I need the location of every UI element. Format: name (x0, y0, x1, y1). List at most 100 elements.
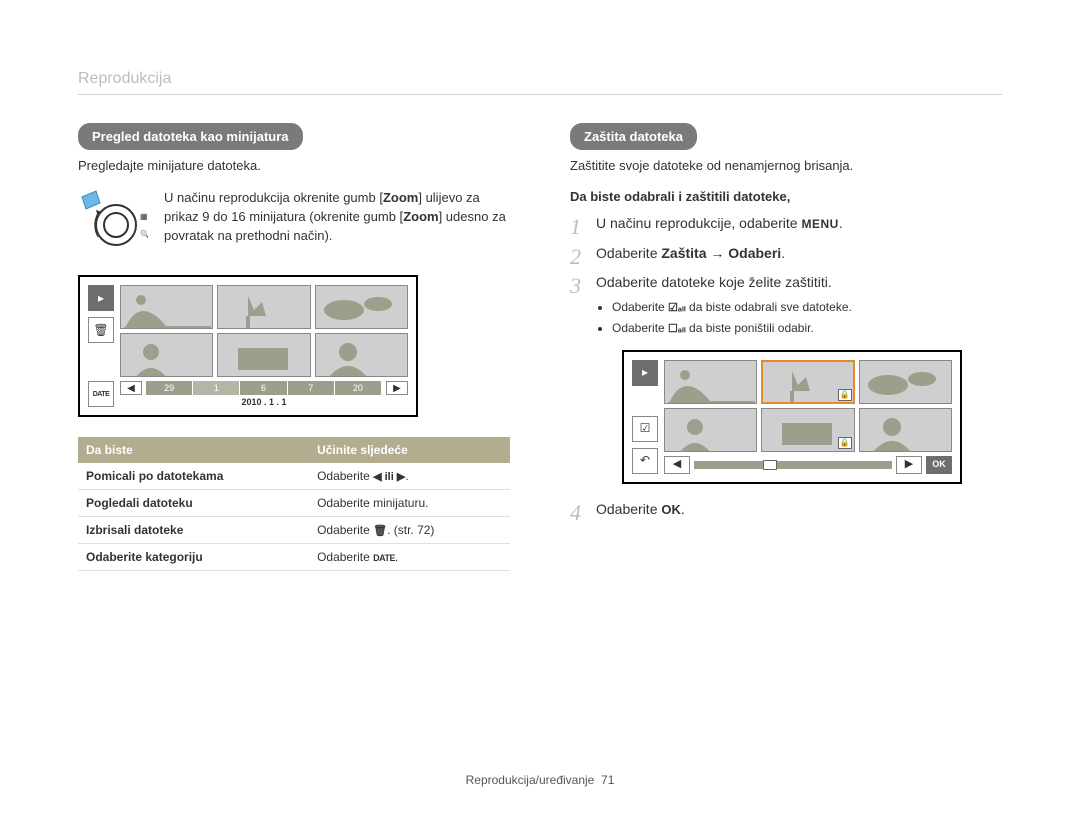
step-text: Odaberite (596, 245, 661, 261)
step-4: Odaberite OK. (570, 500, 1002, 520)
thumbnail-cell[interactable] (120, 285, 213, 329)
step-text: . (681, 501, 685, 517)
table-row: Izbrisali datoteke Odaberite 🗑. (str. 72… (78, 517, 510, 544)
section-pill-thumbnails: Pregled datoteka kao minijatura (78, 123, 303, 150)
table-cell-do: Odaberite 🗑. (str. 72) (309, 517, 510, 544)
selected-date: 2010 . 1 . 1 (120, 397, 408, 407)
cell-text: Odaberite (317, 523, 373, 537)
prev-arrow-icon[interactable]: ◀ (120, 381, 142, 395)
thumbnail-cell[interactable] (315, 333, 408, 377)
bullet-text: da biste poništili odabir. (686, 321, 814, 335)
thumbnail-cell[interactable] (315, 285, 408, 329)
cell-text: Odaberite (317, 469, 373, 483)
page-footer: Reprodukcija/uređivanje 71 (0, 773, 1080, 787)
svg-text:▦: ▦ (140, 212, 148, 221)
zoom-instruction-text: U načinu reprodukcija okrenite gumb [Zoo… (164, 189, 510, 246)
step-3-bullets: Odaberite ☑ₐₗₗ da biste odabrali sve dat… (612, 299, 1002, 338)
instruction-table: Da biste Učinite sljedeće Pomicali po da… (78, 437, 510, 571)
bullet-text: Odaberite (612, 321, 668, 335)
cell-text: . (395, 550, 398, 564)
arrow-icons: ◀ ili ▶ (373, 470, 405, 483)
page-header: Reprodukcija (78, 70, 1002, 95)
thumbnail-grid (120, 285, 408, 377)
date-segment[interactable]: 29 (146, 381, 193, 395)
check-all-icon[interactable]: ☑ (632, 416, 658, 442)
scroll-indicator (763, 460, 777, 470)
step-1: U načinu reprodukcije, odaberite MENU. (570, 214, 1002, 234)
protect-sidebar: ▸ ☑ ↶ (632, 360, 658, 474)
table-cell-do: Odaberite ◀ ili ▶. (309, 463, 510, 490)
lock-badge-icon: 🔒 (838, 389, 852, 401)
thumbnail-cell[interactable] (217, 333, 310, 377)
content-columns: Pregled datoteka kao minijatura Pregleda… (78, 123, 1002, 571)
step-text: Odaberite datoteke koje želite zaštititi… (596, 274, 832, 290)
date-segment[interactable]: 6 (240, 381, 287, 395)
zoom-dial-icon: ▦ 🔍 (78, 189, 148, 253)
prev-arrow-icon[interactable]: ◀ (664, 456, 690, 474)
date-segment[interactable]: 20 (335, 381, 382, 395)
date-bar: 29 1 6 7 20 (146, 381, 382, 395)
next-arrow-icon[interactable]: ▶ (386, 381, 408, 395)
thumbnail-screen: ▸ 🗑 DATE (78, 275, 418, 417)
protect-screen: ▸ ☑ ↶ 🔒 🔒 (622, 350, 962, 484)
zoom-word-2: Zoom (403, 209, 438, 224)
table-row: Odaberite kategoriju Odaberite DATE. (78, 544, 510, 571)
thumbnail-sidebar: ▸ 🗑 DATE (88, 285, 114, 407)
play-icon[interactable]: ▸ (632, 360, 658, 386)
protect-main: 🔒 🔒 ◀ ▶ OK (664, 360, 952, 474)
table-head-action: Da biste (78, 437, 309, 463)
cell-text: Odaberite (317, 550, 373, 564)
table-cell-action: Pomicali po datotekama (78, 463, 309, 490)
protect-cell-selected[interactable]: 🔒 (761, 360, 854, 404)
zoom-word-1: Zoom (383, 190, 418, 205)
protect-cell[interactable] (859, 408, 952, 452)
date-segment[interactable]: 1 (193, 381, 240, 395)
protect-cell[interactable]: 🔒 (761, 408, 854, 452)
table-cell-action: Pogledali datoteku (78, 490, 309, 517)
table-cell-action: Izbrisali datoteke (78, 517, 309, 544)
trash-icon[interactable]: 🗑 (88, 317, 114, 343)
thumbnail-cell[interactable] (217, 285, 310, 329)
deselect-all-icon: ☐ₐₗₗ (668, 322, 686, 337)
ok-button[interactable]: OK (926, 456, 952, 474)
date-filter-icon[interactable]: DATE (88, 381, 114, 407)
lock-badge-icon: 🔒 (838, 437, 852, 449)
zoom-instruction-row: ▦ 🔍 U načinu reprodukcija okrenite gumb … (78, 189, 510, 253)
select-all-icon: ☑ₐₗₗ (668, 301, 686, 316)
scroll-bar[interactable] (694, 461, 892, 469)
table-head-do: Učinite sljedeće (309, 437, 510, 463)
protect-cell[interactable] (664, 360, 757, 404)
bullet-item: Odaberite ☐ₐₗₗ da biste poništili odabir… (612, 320, 1002, 337)
cell-text: . (str. 72) (387, 523, 434, 537)
left-column: Pregled datoteka kao minijatura Pregleda… (78, 123, 510, 571)
thumbnail-calendar-row: ◀ 29 1 6 7 20 ▶ (120, 381, 408, 395)
menu-icon: MENU (801, 217, 838, 231)
table-cell-action: Odaberite kategoriju (78, 544, 309, 571)
intro-text-left: Pregledajte minijature datoteka. (78, 158, 510, 173)
table-cell-do: Odaberite minijaturu. (309, 490, 510, 517)
protect-cell[interactable] (664, 408, 757, 452)
protect-cell[interactable] (859, 360, 952, 404)
date-segment[interactable]: 7 (288, 381, 335, 395)
table-cell-do: Odaberite DATE. (309, 544, 510, 571)
intro-text-right: Zaštitite svoje datoteke od nenamjernog … (570, 158, 1002, 173)
cell-text: . (405, 469, 408, 483)
footer-text: Reprodukcija/uređivanje (466, 773, 595, 787)
back-icon[interactable]: ↶ (632, 448, 658, 474)
right-column: Zaštita datoteka Zaštitite svoje datotek… (570, 123, 1002, 571)
next-arrow-icon[interactable]: ▶ (896, 456, 922, 474)
play-icon[interactable]: ▸ (88, 285, 114, 311)
step-text: U načinu reprodukcije, odaberite (596, 215, 801, 231)
thumbnail-cell[interactable] (120, 333, 213, 377)
bullet-text: Odaberite (612, 300, 668, 314)
section-pill-protect: Zaštita datoteka (570, 123, 697, 150)
step-3: Odaberite datoteke koje želite zaštititi… (570, 273, 1002, 483)
zoom-text-a: U načinu reprodukcija okrenite gumb [ (164, 190, 383, 205)
ok-icon: OK (661, 501, 681, 519)
table-row: Pomicali po datotekama Odaberite ◀ ili ▶… (78, 463, 510, 490)
date-inline-icon: DATE (373, 553, 395, 563)
step-text: . (781, 245, 785, 261)
page-number: 71 (601, 773, 614, 787)
thumbnail-main: ◀ 29 1 6 7 20 ▶ 2010 . 1 . 1 (120, 285, 408, 407)
steps-list: U načinu reprodukcije, odaberite MENU. O… (570, 214, 1002, 519)
